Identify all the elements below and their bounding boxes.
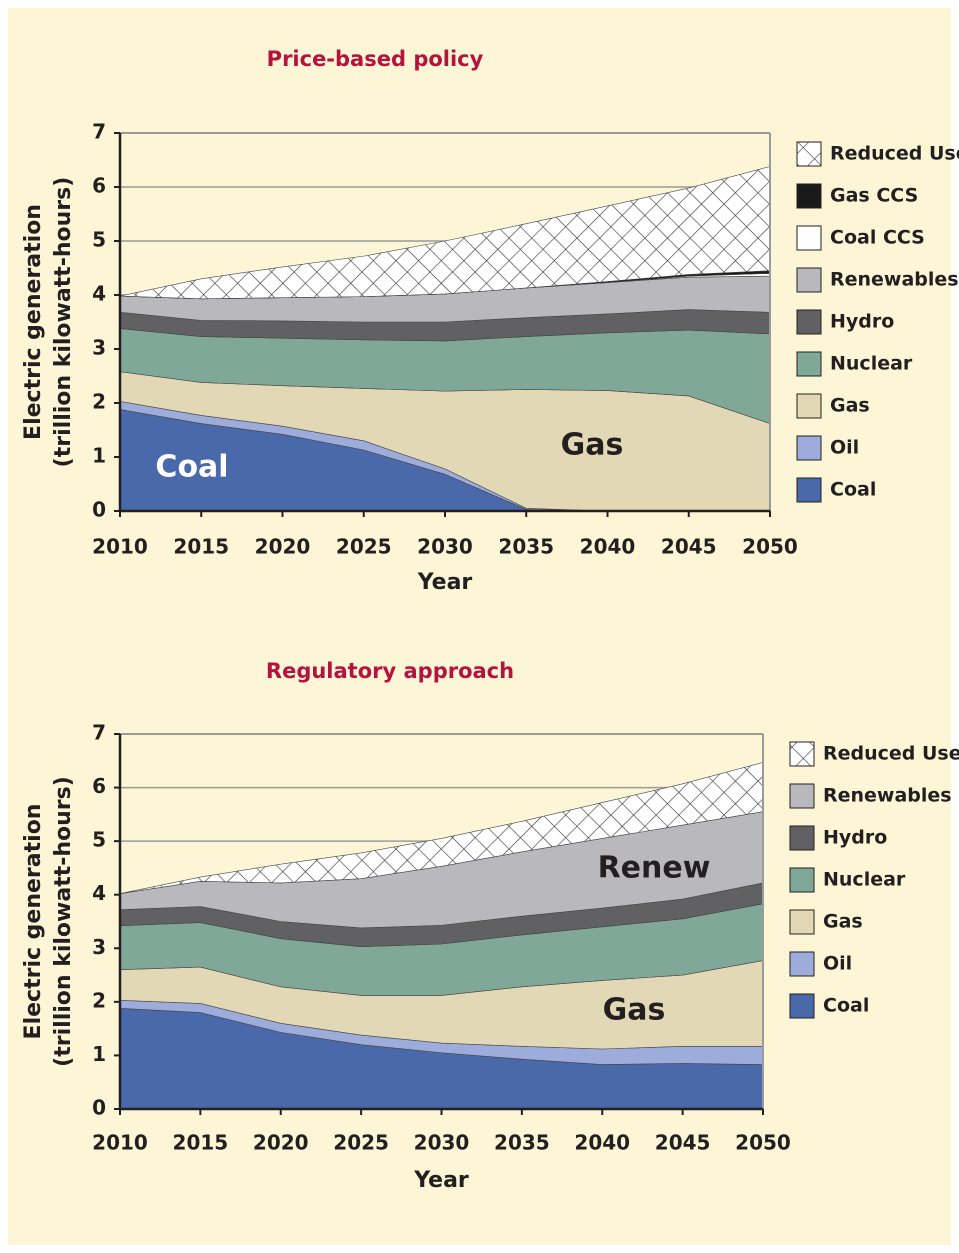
legend-label: Coal bbox=[830, 479, 876, 501]
x-tick-label: 2045 bbox=[655, 1131, 711, 1155]
y-axis-label: Electric generation bbox=[21, 204, 46, 440]
y-tick-label: 4 bbox=[92, 881, 106, 905]
y-tick-label: 6 bbox=[92, 774, 106, 798]
y-tick-label: 0 bbox=[92, 1096, 106, 1120]
legend-label: Oil bbox=[823, 953, 852, 975]
legend-swatch bbox=[796, 393, 822, 419]
x-tick-label: 2025 bbox=[333, 1131, 389, 1155]
x-tick-label: 2015 bbox=[173, 1131, 229, 1155]
annotation: Gas bbox=[561, 428, 624, 463]
y-axis-label: (trillion kilowatt-hours) bbox=[51, 776, 76, 1067]
x-tick-label: 2020 bbox=[253, 1131, 309, 1155]
x-tick-label: 2050 bbox=[735, 1131, 791, 1155]
legend-swatch bbox=[796, 435, 822, 461]
legend-label: Coal CCS bbox=[830, 227, 925, 249]
x-tick-label: 2015 bbox=[173, 535, 229, 559]
y-tick-label: 7 bbox=[92, 721, 106, 745]
legend-swatch bbox=[789, 909, 815, 935]
x-tick-label: 2045 bbox=[661, 535, 717, 559]
x-tick-label: 2030 bbox=[417, 535, 473, 559]
legend-swatch bbox=[789, 783, 815, 809]
legend-label: Hydro bbox=[823, 827, 887, 849]
legend-swatch bbox=[796, 477, 822, 503]
x-tick-label: 2040 bbox=[574, 1131, 630, 1155]
chart-title: Price-based policy bbox=[267, 47, 484, 71]
annotation: Coal bbox=[155, 450, 228, 485]
y-tick-label: 2 bbox=[92, 390, 106, 414]
x-tick-label: 2030 bbox=[414, 1131, 470, 1155]
x-tick-label: 2020 bbox=[255, 535, 311, 559]
legend-swatch bbox=[789, 825, 815, 851]
y-tick-label: 1 bbox=[92, 1042, 106, 1066]
x-tick-label: 2010 bbox=[92, 1131, 148, 1155]
y-axis-label: Electric generation bbox=[21, 804, 46, 1040]
legend-swatch bbox=[796, 351, 822, 377]
y-tick-label: 2 bbox=[92, 988, 106, 1012]
legend-label: Nuclear bbox=[830, 353, 913, 375]
x-tick-label: 2035 bbox=[494, 1131, 550, 1155]
y-axis-label: (trillion kilowatt-hours) bbox=[51, 177, 76, 468]
y-tick-label: 6 bbox=[92, 174, 106, 198]
y-tick-label: 0 bbox=[92, 498, 106, 522]
legend-swatch bbox=[796, 225, 822, 251]
legend-label: Gas CCS bbox=[830, 185, 918, 207]
y-tick-label: 3 bbox=[92, 336, 106, 360]
legend-label: Gas bbox=[830, 395, 870, 417]
legend-label: Renewables bbox=[830, 269, 959, 291]
legend-label: Gas bbox=[823, 911, 863, 933]
legend-label: Nuclear bbox=[823, 869, 906, 891]
x-tick-label: 2010 bbox=[92, 535, 148, 559]
legend-swatch bbox=[796, 267, 822, 293]
x-axis-label: Year bbox=[413, 1168, 469, 1193]
legend-swatch bbox=[796, 141, 822, 167]
x-axis-label: Year bbox=[417, 570, 473, 595]
legend-label: Coal bbox=[823, 995, 869, 1017]
legend-swatch bbox=[789, 951, 815, 977]
y-tick-label: 4 bbox=[92, 282, 106, 306]
x-tick-label: 2040 bbox=[580, 535, 636, 559]
legend-label: Oil bbox=[830, 437, 859, 459]
y-tick-label: 1 bbox=[92, 444, 106, 468]
legend-swatch bbox=[796, 309, 822, 335]
legend-swatch bbox=[789, 741, 815, 767]
chart-title: Regulatory approach bbox=[266, 659, 514, 683]
legend-label: Reduced Use bbox=[830, 143, 959, 165]
y-tick-label: 3 bbox=[92, 935, 106, 959]
annotation: Renew bbox=[598, 851, 711, 886]
legend-swatch bbox=[789, 993, 815, 1019]
legend-label: Reduced Use bbox=[823, 743, 959, 765]
annotation: Gas bbox=[603, 993, 666, 1028]
y-tick-label: 5 bbox=[92, 228, 106, 252]
legend-swatch bbox=[796, 183, 822, 209]
legend-swatch bbox=[789, 867, 815, 893]
x-tick-label: 2035 bbox=[498, 535, 554, 559]
y-tick-label: 7 bbox=[92, 120, 106, 144]
x-tick-label: 2025 bbox=[336, 535, 392, 559]
legend-label: Hydro bbox=[830, 311, 894, 333]
legend-label: Renewables bbox=[823, 785, 952, 807]
x-tick-label: 2050 bbox=[742, 535, 798, 559]
y-tick-label: 5 bbox=[92, 828, 106, 852]
